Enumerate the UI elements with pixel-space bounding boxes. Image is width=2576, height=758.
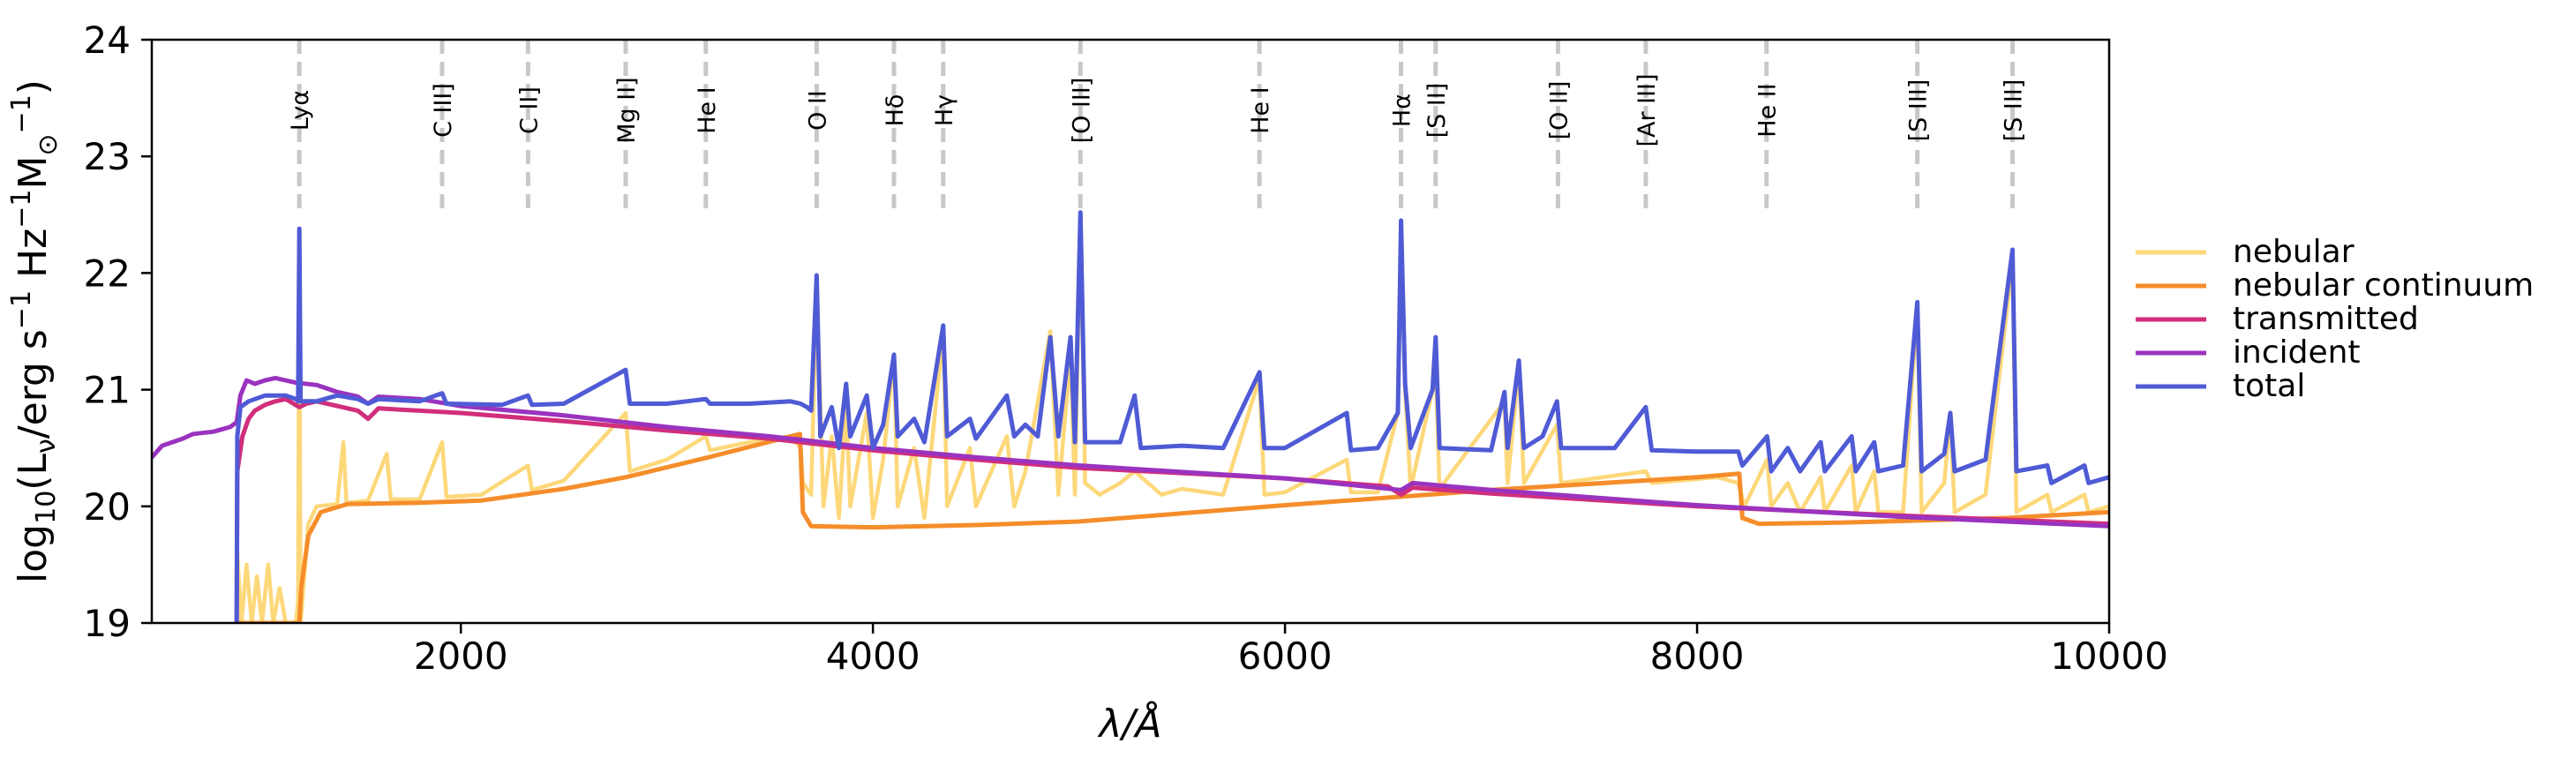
line-marker-label-3: Mg II]: [613, 77, 641, 143]
y-tick-label: 19: [84, 602, 131, 645]
line-marker-label-9: He I: [1247, 86, 1274, 133]
series-line-total: [234, 210, 2109, 623]
line-marker-label-8: [O III]: [1068, 78, 1095, 144]
x-tick-label: 10000: [2050, 634, 2168, 678]
x-tick-label: 4000: [826, 634, 920, 678]
y-axis-ticks: 19 20 21 22 23 24: [84, 19, 152, 645]
x-axis-label: λ/Å: [1098, 700, 1162, 747]
legend-entry: transmitted: [2233, 301, 2419, 337]
line-marker-label-0: Lyα: [287, 90, 314, 131]
series-line-nebular-continuum: [237, 432, 2109, 623]
legend-entry: nebular continuum: [2233, 267, 2534, 304]
y-tick-label: 24: [84, 19, 131, 62]
legend-entry: total: [2233, 368, 2305, 404]
line-marker-label-6: Hδ: [882, 94, 909, 127]
x-tick-label: 2000: [414, 634, 508, 678]
plot-frame: [150, 38, 2111, 625]
line-marker-label-1: C III]: [430, 83, 457, 138]
x-axis-ticks: 2000 4000 6000 8000 10000: [414, 623, 2168, 678]
legend-entry: incident: [2233, 334, 2361, 371]
line-marker-label-16: [S III]: [2001, 79, 2028, 142]
y-axis-label: log10(Lν/erg s−1 Hz−1M⊙−1): [6, 79, 64, 583]
line-marker-label-11: [S II]: [1423, 83, 1451, 139]
x-tick-label: 6000: [1238, 634, 1333, 678]
line-marker-label-13: [Ar III]: [1633, 73, 1661, 146]
line-marker-label-2: C II]: [515, 86, 543, 134]
line-marker-label-7: Hγ: [931, 94, 958, 126]
legend-entry: nebular: [2233, 234, 2354, 270]
line-marker-label-10: Hα: [1389, 94, 1416, 127]
y-tick-label: 21: [84, 369, 131, 412]
line-marker-label-12: [O II]: [1545, 81, 1573, 140]
line-marker-label-14: He II: [1754, 83, 1782, 137]
emission-line-markers: Lyα C III] C II] Mg II] He I O II Hδ Hγ [O III] H…: [287, 40, 2028, 212]
y-tick-label: 22: [84, 251, 131, 295]
y-tick-label: 20: [84, 485, 131, 529]
x-tick-label: 8000: [1650, 634, 1745, 678]
line-marker-label-5: O II: [804, 90, 831, 131]
y-tick-label: 23: [84, 135, 131, 178]
line-marker-label-15: [S III]: [1905, 79, 1933, 142]
series-line-transmitted: [234, 396, 2109, 623]
line-marker-label-4: He I: [694, 86, 721, 133]
plot-area: [152, 210, 2109, 623]
